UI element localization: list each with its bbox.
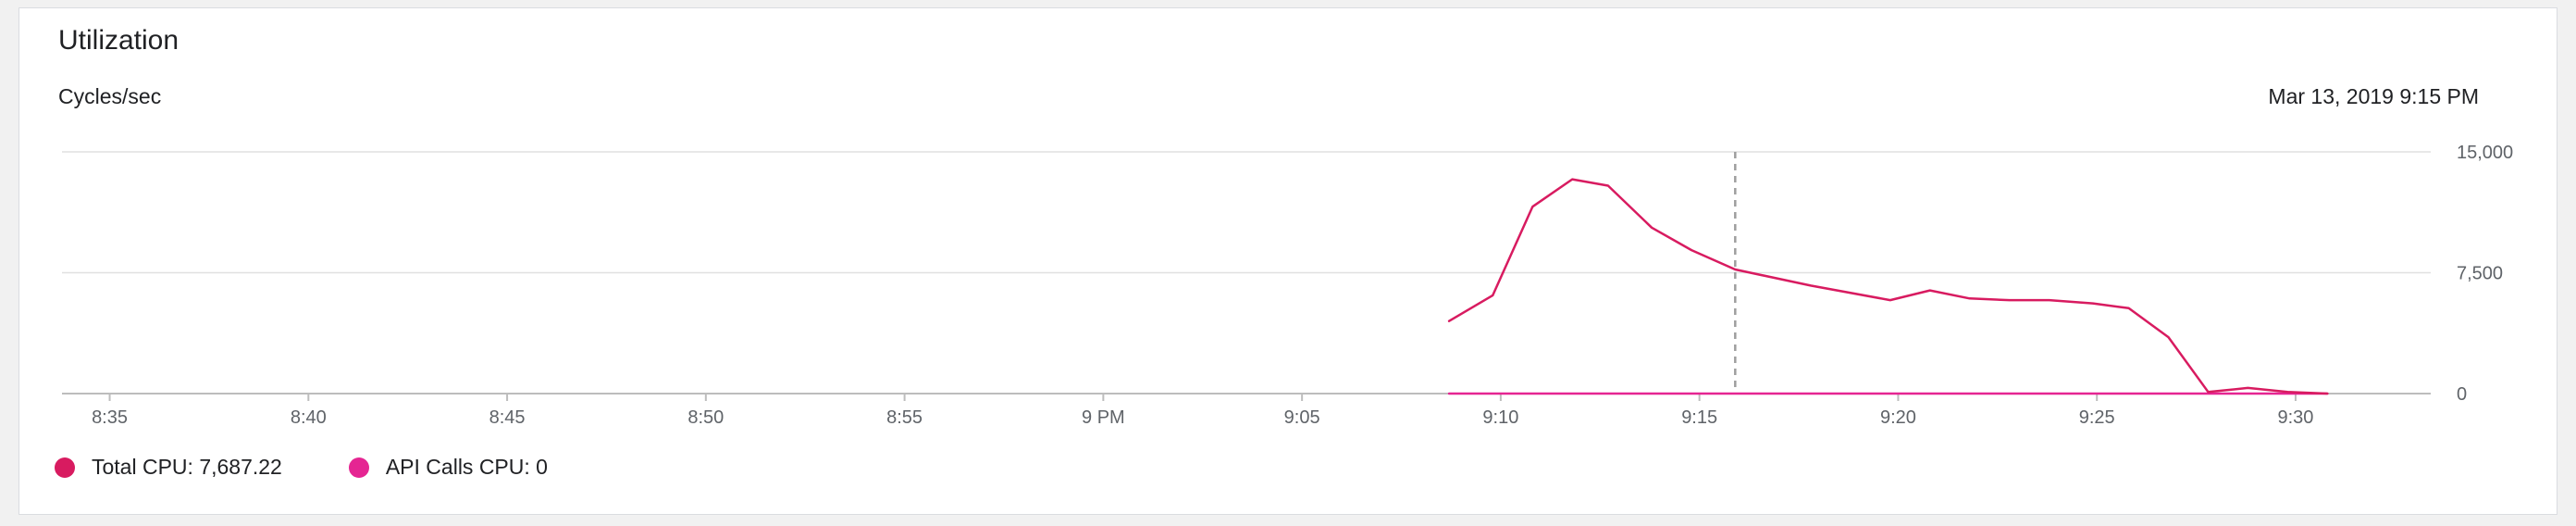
cursor-timestamp: Mar 13, 2019 9:15 PM (2268, 84, 2479, 108)
series-line-total-cpu (1447, 178, 2329, 395)
x-tick-label: 9:05 (1284, 407, 1320, 428)
legend-swatch-total-cpu-icon (55, 457, 75, 478)
x-tick-label: 8:50 (687, 407, 724, 428)
legend-swatch-api-calls-cpu-icon (348, 457, 369, 478)
utilization-chart[interactable]: 0 7,500 15,000 8:35 8:40 8:45 8:50 8:55 9 PM 9:0… (19, 8, 2558, 516)
chart-title: Utilization (58, 25, 180, 56)
x-tick-label: 8:40 (291, 407, 327, 428)
x-tick-label: 8:35 (92, 407, 128, 428)
x-tick-label: 8:45 (489, 407, 526, 428)
x-tick-labels: 8:35 8:40 8:45 8:50 8:55 9 PM 9:05 9:10 9:15 9:20… (92, 407, 2313, 428)
y-tick-label: 0 (2457, 384, 2467, 405)
legend-label-total-cpu: Total CPU: 7,687.22 (92, 455, 282, 479)
grid-lines (62, 151, 2431, 401)
legend-item-total-cpu[interactable]: Total CPU: 7,687.22 (55, 455, 282, 480)
x-tick-label: 9:30 (2277, 407, 2313, 428)
x-tick-label: 9:10 (1482, 407, 1518, 428)
legend-label-api-calls-cpu: API Calls CPU: 0 (385, 455, 548, 479)
x-tick-label: 9:25 (2079, 407, 2115, 428)
x-tick-label: 8:55 (886, 407, 923, 428)
x-tick-label: 9 PM (1082, 407, 1125, 428)
utilization-card: Utilization Cycles/sec Mar 13, 2019 9:15… (19, 7, 2557, 515)
series-lines (1447, 178, 2329, 395)
legend-item-api-calls-cpu[interactable]: API Calls CPU: 0 (348, 455, 548, 480)
x-tick-label: 9:15 (1681, 407, 1717, 428)
y-tick-label: 7,500 (2457, 264, 2503, 284)
y-tick-labels: 0 7,500 15,000 (2457, 143, 2513, 405)
chart-legend: Total CPU: 7,687.22 API Calls CPU: 0 (55, 455, 614, 480)
y-tick-label: 15,000 (2457, 143, 2513, 163)
y-axis-units: Cycles/sec (58, 84, 162, 108)
x-tick-label: 9:20 (1880, 407, 1916, 428)
